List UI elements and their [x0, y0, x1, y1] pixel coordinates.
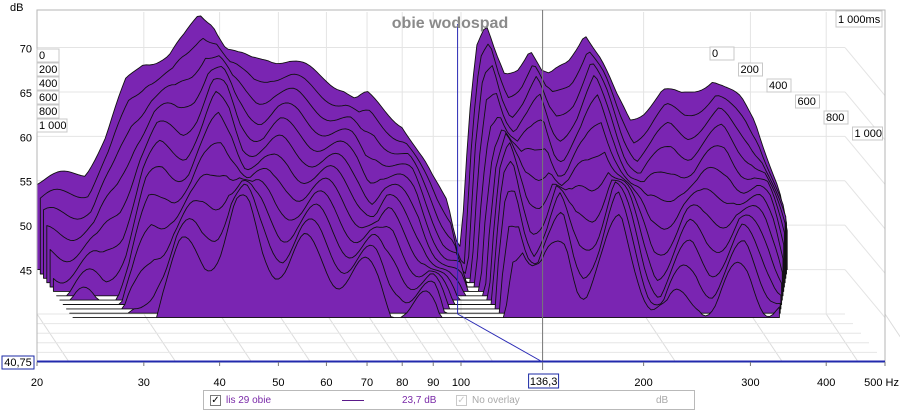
- cursor-depth-line: [457, 313, 543, 363]
- legend-bar: ✓ lis 29 obie 23,7 dB ✓ No overlay dB: [203, 390, 695, 410]
- floor-depth-line: [219, 313, 253, 363]
- floor-depth-line: [277, 313, 311, 363]
- y-tick-label: 70: [20, 43, 32, 55]
- right-wall-line: [844, 47, 886, 96]
- x-tick-label: 20: [31, 377, 43, 389]
- x-tick-label: 200: [634, 377, 652, 389]
- floor-depth-line: [143, 313, 177, 363]
- time-tag-left-box: [36, 104, 60, 119]
- waterfall-slices: [36, 15, 788, 319]
- cursor-x-readout-box: [528, 373, 560, 389]
- time-tag-left: 800: [39, 106, 57, 118]
- right-wall-line: [844, 136, 886, 185]
- x-tick-label: 90: [427, 377, 439, 389]
- time-tag-left: 600: [39, 92, 57, 104]
- time-labels-right: 0 200 400 600 800 1 000: [709, 46, 883, 141]
- floor-depth-line: [460, 313, 494, 363]
- time-tag-right: 200: [741, 64, 759, 76]
- time-tag-left: 200: [39, 64, 57, 76]
- x-tick-label: 80: [396, 377, 408, 389]
- trace-name: lis 29 obie: [226, 395, 272, 406]
- x-tick-label: 40: [213, 377, 225, 389]
- trace-value: 23,7 dB: [402, 395, 437, 406]
- y-tick-label: 65: [20, 88, 32, 100]
- time-tag-left: 1 000: [39, 120, 67, 132]
- floor-depth-line: [825, 313, 859, 363]
- y-unit-label: dB: [10, 2, 23, 14]
- trace-color-swatch: [342, 400, 364, 401]
- time-tag-left-box: [36, 62, 60, 77]
- floor-depth-line: [643, 313, 677, 363]
- right-wall-line: [844, 224, 886, 274]
- time-tag-left-box: [36, 76, 60, 91]
- overlay-unit: dB: [656, 395, 669, 406]
- time-unit-box: 1 000ms: [835, 10, 883, 28]
- time-unit-label: 1 000ms: [838, 14, 881, 26]
- time-tag-right: 0: [712, 48, 718, 60]
- time-tag-right: 600: [798, 96, 816, 108]
- time-tag-right: 800: [826, 112, 844, 124]
- floor-depth-line: [326, 313, 359, 363]
- x-tick-label: 60: [320, 377, 332, 389]
- x-tick-label: 400: [817, 377, 835, 389]
- time-tag-right-box: [738, 62, 763, 77]
- x-axis-ticks: 20 30 40 50 60 70 80 90 100 200 300 400 500 Hz: [31, 362, 899, 389]
- waterfall-slice: [72, 194, 780, 319]
- cursor-x-readout: 136,3: [530, 376, 558, 388]
- y-tick-label: 60: [20, 132, 32, 144]
- right-wall-line: [844, 269, 886, 318]
- x-tick-label: 50: [272, 377, 284, 389]
- cursor-y-readout-box: [1, 355, 35, 370]
- time-tag-right-box: [795, 94, 820, 109]
- x-tick-label: 30: [138, 377, 150, 389]
- y-tick-label: 45: [20, 266, 32, 278]
- floor-depth-line: [36, 313, 70, 363]
- floor-grid: [36, 313, 900, 363]
- y-tick-label: 55: [20, 177, 32, 189]
- x-tick-label: 300: [741, 377, 759, 389]
- cursor-y-readout: 40,75: [4, 357, 32, 369]
- floor-depth-line: [432, 313, 466, 363]
- overlay-label: No overlay: [472, 395, 520, 406]
- y-tick-label: 50: [20, 221, 32, 233]
- time-tag-left-box: [36, 48, 60, 63]
- time-tag-left: 400: [39, 78, 57, 90]
- time-tag-right: 400: [769, 80, 787, 92]
- x-tick-label: 500 Hz: [864, 377, 899, 389]
- time-tag-left: 0: [39, 50, 45, 62]
- floor-depth-line: [366, 313, 400, 363]
- x-tick-label: 70: [361, 377, 373, 389]
- right-wall-line: [844, 180, 886, 230]
- time-tag-left-box: [36, 118, 68, 133]
- time-tag-right-box: [852, 126, 883, 141]
- chart-title: obie wodospad: [392, 15, 508, 32]
- time-tag-left-box: [36, 90, 60, 105]
- time-labels-left: 0 200 400 600 800 1 000: [36, 48, 68, 133]
- time-tag-right: 1 000: [855, 128, 883, 140]
- trace-checkbox[interactable]: ✓: [210, 395, 221, 406]
- overlay-checkbox[interactable]: ✓: [456, 395, 467, 406]
- floor-depth-line: [401, 313, 435, 363]
- floor-depth-line: [750, 313, 783, 363]
- y-axis-ticks: 45 50 55 60 65 70: [20, 43, 32, 277]
- time-tag-right-box: [709, 46, 735, 61]
- cursor[interactable]: 136,3 40,75: [1, 10, 885, 389]
- time-tag-right-box: [823, 110, 849, 125]
- time-tag-right-box: [766, 78, 792, 93]
- x-tick-label: 100: [452, 377, 470, 389]
- floor-depth-line: [884, 313, 900, 338]
